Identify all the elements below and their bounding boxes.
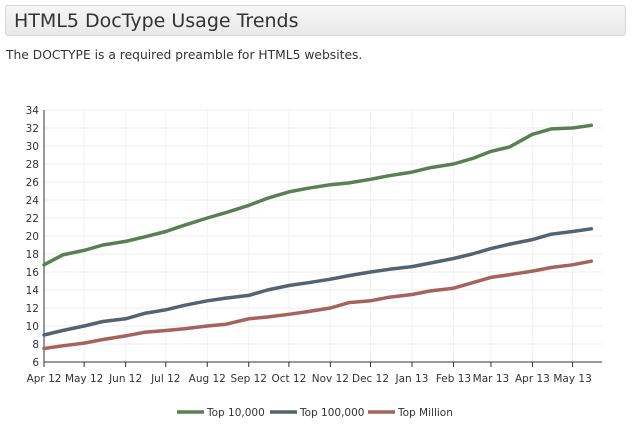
y-tick-label: 18	[26, 249, 39, 261]
x-tick-label: Oct 12	[271, 373, 306, 385]
legend-item-1[interactable]: Top 100,000	[270, 407, 364, 419]
x-tick-label: Feb 13	[436, 373, 471, 385]
legend-item-2[interactable]: Top Million	[368, 407, 453, 419]
y-tick-label: 30	[26, 141, 39, 153]
x-tick-label: Dec 12	[352, 373, 389, 385]
y-tick-label: 26	[26, 177, 40, 189]
x-tick-label: Jul 12	[150, 373, 180, 385]
x-tick-label: May 12	[65, 373, 103, 385]
series-line-1	[42, 227, 594, 337]
page-title: HTML5 DocType Usage Trends	[14, 10, 299, 32]
x-tick-label: Mar 13	[473, 373, 510, 385]
x-tick-label: Apr 12	[27, 373, 62, 385]
y-tick-label: 14	[26, 285, 40, 297]
y-tick-label: 20	[26, 231, 39, 243]
y-tick-label: 6	[32, 357, 39, 369]
x-tick-label: Aug 12	[189, 373, 226, 385]
legend-item-0[interactable]: Top 10,000	[177, 407, 265, 419]
x-tick-label: Apr 13	[515, 373, 550, 385]
y-tick-label: 10	[26, 321, 39, 333]
x-tick-label: May 13	[553, 373, 591, 385]
y-tick-label: 28	[26, 159, 39, 171]
title-bar: HTML5 DocType Usage Trends	[5, 5, 626, 36]
legend-label: Top 10,000	[206, 407, 265, 419]
y-tick-label: 32	[26, 123, 39, 135]
x-tick-label: Jan 13	[395, 373, 429, 385]
y-tick-label: 34	[26, 105, 40, 117]
x-tick-label: Sep 12	[230, 373, 267, 385]
chart-grid	[43, 109, 602, 363]
y-tick-label: 12	[26, 303, 39, 315]
y-tick-label: 24	[26, 195, 40, 207]
legend-label: Top Million	[397, 407, 453, 419]
y-tick-label: 16	[26, 267, 40, 279]
y-tick-label: 8	[32, 339, 39, 351]
series-line-0	[42, 123, 594, 267]
legend-label: Top 100,000	[299, 407, 364, 419]
series-line-2	[42, 259, 594, 351]
y-tick-label: 22	[26, 213, 39, 225]
page-description: The DOCTYPE is a required preamble for H…	[6, 48, 363, 62]
x-tick-label: Nov 12	[312, 373, 349, 385]
x-tick-label: Jun 12	[108, 373, 142, 385]
